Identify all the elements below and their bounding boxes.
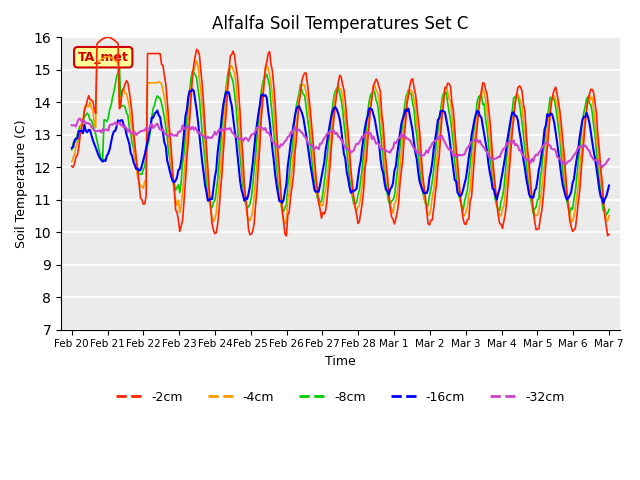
Title: Alfalfa Soil Temperatures Set C: Alfalfa Soil Temperatures Set C xyxy=(212,15,468,33)
Text: TA_met: TA_met xyxy=(78,51,129,64)
Legend: -2cm, -4cm, -8cm, -16cm, -32cm: -2cm, -4cm, -8cm, -16cm, -32cm xyxy=(111,385,570,408)
Y-axis label: Soil Temperature (C): Soil Temperature (C) xyxy=(15,119,28,248)
X-axis label: Time: Time xyxy=(325,355,356,368)
